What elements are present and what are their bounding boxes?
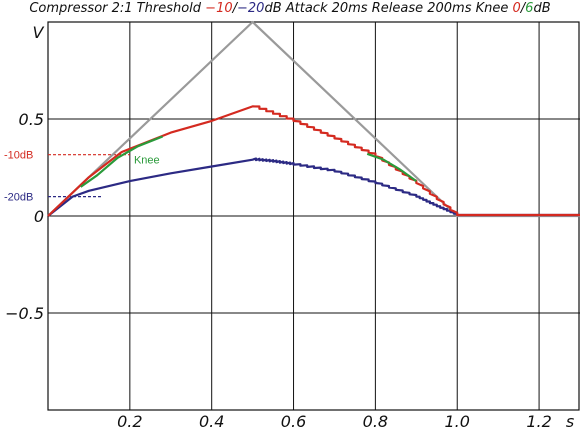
y-tick-label-0: 0.5 — [19, 110, 44, 129]
x-tick-label-5: 1.2 — [526, 412, 551, 428]
chart-title: Compressor 2:1 Threshold −10/−20dB Attac… — [0, 0, 580, 18]
y-tick-label-1: 0 — [34, 207, 44, 226]
title-slash: / — [232, 1, 237, 16]
annotation-0: Knee — [134, 155, 160, 167]
series-knee-line-2 — [366, 152, 417, 182]
threshold-label-0: -10dB — [4, 150, 33, 162]
y-tick-label-2: −0.5 — [5, 304, 44, 323]
title-threshold-1: −10 — [205, 1, 233, 16]
title-unit: dB — [264, 1, 282, 16]
x-tick-label-0: 0.2 — [117, 412, 142, 428]
title-mid: Attack 20ms Release 200ms Knee — [281, 1, 513, 16]
x-tick-label-1: 0.4 — [199, 412, 224, 428]
threshold-label-1: -20dB — [4, 192, 33, 204]
title-threshold-2: −20 — [237, 1, 265, 16]
title-slash-2: / — [520, 1, 526, 16]
series-thr10-line — [47, 105, 580, 217]
x-tick-label-2: 0.6 — [281, 412, 306, 428]
title-knee-1: 0 — [512, 1, 521, 16]
title-knee-2: 6 — [525, 1, 534, 16]
title-suffix: dB — [533, 1, 551, 16]
title-prefix: Compressor 2:1 Threshold — [29, 1, 206, 16]
series-knee-line — [80, 135, 164, 188]
x-tick-label-4: 1.0 — [445, 412, 470, 428]
series-thr20-line — [47, 157, 580, 217]
x-tick-label-3: 0.8 — [363, 412, 388, 428]
y-axis-label: V — [33, 23, 45, 42]
x-axis-label: s — [566, 412, 574, 428]
